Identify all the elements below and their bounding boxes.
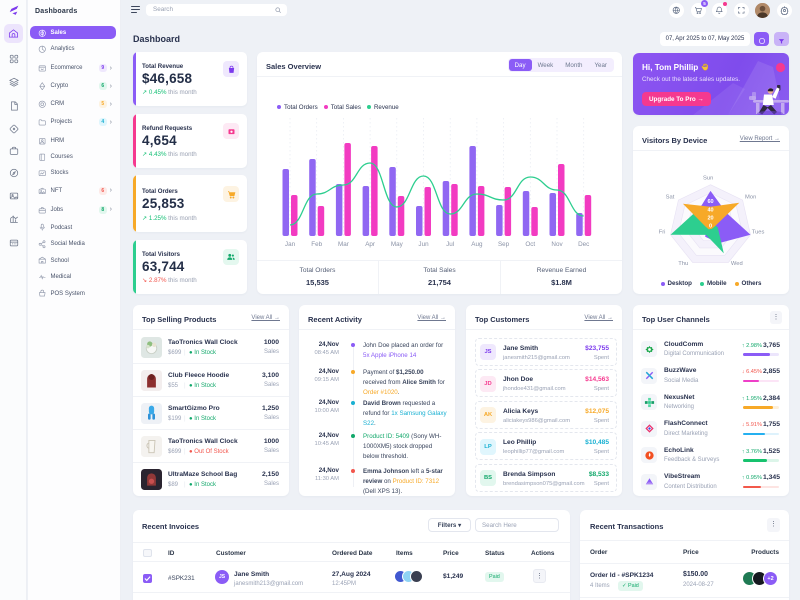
svg-text:Sep: Sep (498, 241, 510, 248)
svg-text:Mon: Mon (745, 195, 756, 201)
svg-text:Sat: Sat (666, 195, 675, 201)
svg-text:0: 0 (709, 224, 712, 230)
svg-text:Feb: Feb (311, 241, 322, 248)
svg-text:Fri: Fri (659, 229, 666, 235)
svg-text:Wed: Wed (731, 261, 743, 267)
svg-text:Jan: Jan (285, 241, 296, 248)
svg-text:Sun: Sun (703, 175, 713, 181)
svg-text:Nov: Nov (551, 241, 563, 248)
svg-text:Aug: Aug (471, 241, 483, 248)
svg-text:40: 40 (707, 207, 713, 213)
svg-text:Jun: Jun (418, 241, 429, 248)
svg-text:60: 60 (707, 199, 713, 205)
svg-text:Thu: Thu (678, 261, 688, 267)
svg-text:Mar: Mar (338, 241, 349, 248)
svg-text:20: 20 (707, 216, 713, 222)
svg-text:May: May (391, 241, 404, 248)
svg-text:Tues: Tues (752, 229, 765, 235)
svg-text:Jul: Jul (446, 241, 454, 248)
svg-text:Oct: Oct (525, 241, 535, 248)
svg-text:Dec: Dec (578, 241, 589, 248)
svg-text:Apr: Apr (365, 241, 375, 248)
